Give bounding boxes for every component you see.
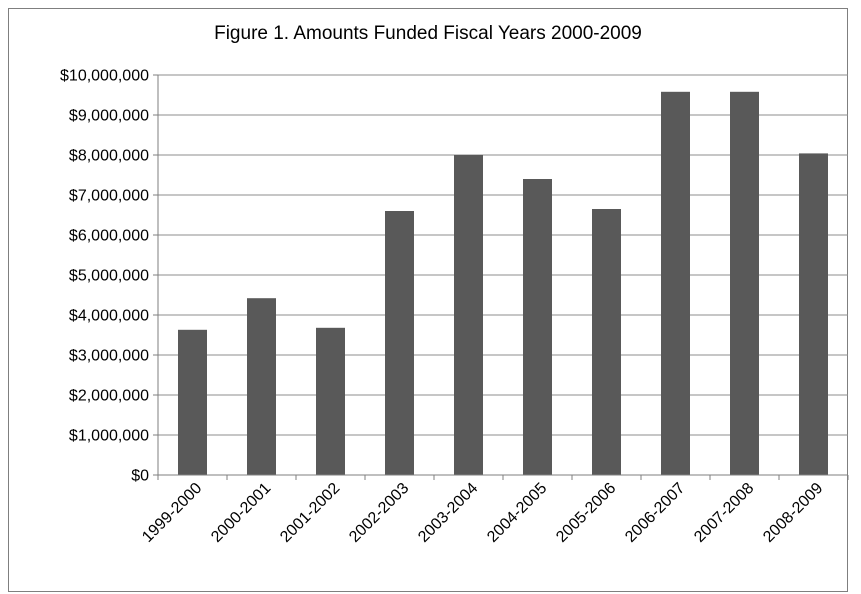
- x-tick-label: 2008-2009: [760, 480, 826, 546]
- y-axis-tick-labels: $0 $1,000,000 $2,000,000 $3,000,000 $4,000,0…: [60, 68, 149, 485]
- bar: [661, 91, 690, 476]
- y-tick-label: $1,000,000: [69, 428, 149, 445]
- x-tick-label: 2004-2005: [484, 480, 550, 546]
- y-tick-label: $5,000,000: [69, 268, 149, 285]
- bar: [178, 329, 207, 475]
- y-tick-label: $10,000,000: [60, 68, 149, 85]
- y-tick-label: $8,000,000: [69, 148, 149, 165]
- y-tick-label: $9,000,000: [69, 108, 149, 125]
- bar: [523, 179, 552, 475]
- x-tick-label: 2003-2004: [415, 480, 481, 546]
- y-tick-label: $7,000,000: [69, 188, 149, 205]
- bar: [316, 327, 345, 475]
- chart-frame: Figure 1. Amounts Funded Fiscal Years 20…: [8, 8, 848, 592]
- x-tick-label: 2002-2003: [346, 480, 412, 546]
- bar: [247, 298, 276, 475]
- y-tick-label: $2,000,000: [69, 388, 149, 405]
- bar: [730, 91, 759, 476]
- axes: [153, 74, 849, 480]
- chart-title: Figure 1. Amounts Funded Fiscal Years 20…: [214, 23, 642, 44]
- bar: [454, 155, 483, 475]
- bar: [592, 209, 621, 475]
- y-tick-label: $0: [131, 468, 149, 485]
- y-tick-label: $6,000,000: [69, 228, 149, 245]
- x-tick-label: 2000-2001: [208, 480, 274, 546]
- y-tick-label: $3,000,000: [69, 348, 149, 365]
- x-tick-label: 2005-2006: [553, 480, 619, 546]
- x-tick-label: 2007-2008: [691, 480, 757, 546]
- bar: [385, 211, 414, 475]
- bars: [178, 91, 828, 476]
- x-tick-label: 2006-2007: [622, 480, 688, 546]
- x-axis-tick-labels: 1999-2000 2000-2001 2001-2002 2002-2003 2003…: [139, 480, 826, 546]
- bar: [799, 153, 828, 475]
- x-tick-label: 1999-2000: [139, 480, 205, 546]
- x-tick-label: 2001-2002: [277, 480, 343, 546]
- y-tick-label: $4,000,000: [69, 308, 149, 325]
